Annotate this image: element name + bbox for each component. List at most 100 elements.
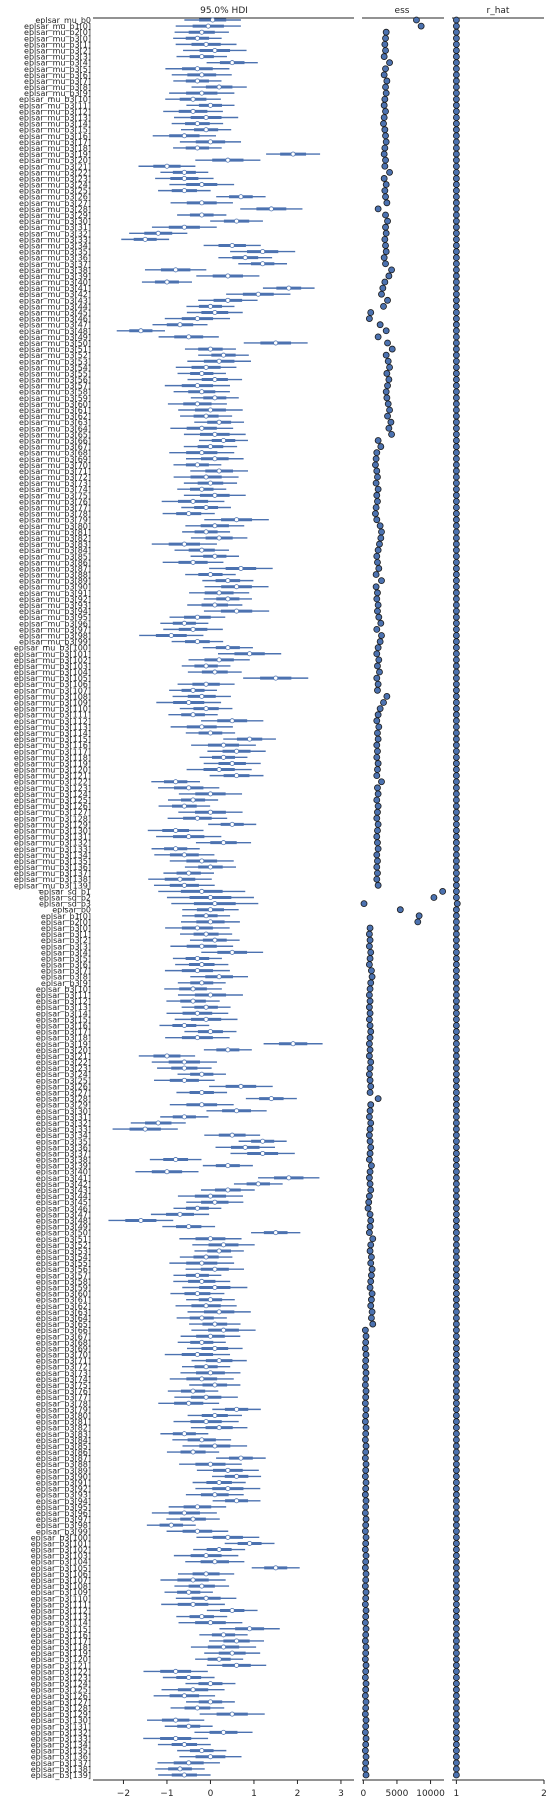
mean-point — [220, 352, 226, 358]
mean-point — [199, 90, 205, 96]
parameter-label: eplsar_b3[62] — [36, 1302, 91, 1311]
rhat-point — [452, 942, 460, 950]
rhat-point — [452, 1625, 460, 1633]
rhat-point — [452, 607, 460, 615]
ess-point — [364, 1204, 372, 1212]
ess-point — [365, 315, 373, 322]
rhat-point — [452, 1143, 460, 1151]
mean-point — [203, 913, 209, 919]
parameter-label: eplsar_mu_b3[15] — [19, 126, 91, 135]
mean-point — [194, 1010, 200, 1016]
mean-point — [194, 1705, 200, 1711]
ess-point — [376, 705, 384, 712]
mean-point — [207, 407, 213, 413]
mean-point — [212, 1412, 218, 1418]
mean-point — [229, 1711, 235, 1717]
mean-point — [181, 224, 187, 230]
rhat-point — [452, 912, 460, 920]
rhat-point — [452, 22, 460, 30]
ess-point — [374, 869, 381, 877]
ess-point — [376, 321, 384, 329]
ess-point — [362, 1680, 370, 1687]
mean-point — [181, 133, 187, 139]
ess-point — [367, 979, 375, 987]
parameter-label: eplsar_b3[38] — [36, 1156, 91, 1165]
ess-point — [384, 357, 392, 365]
ess-point — [362, 1430, 370, 1438]
rhat-point — [452, 1424, 460, 1432]
rhat-point — [452, 1125, 460, 1133]
parameter-label: eplsar_b3[41] — [36, 1174, 91, 1183]
mean-point — [181, 1772, 187, 1778]
ess-point — [367, 1119, 375, 1127]
rhat-point — [452, 1594, 460, 1602]
parameter-label: eplsar_b3[7] — [41, 967, 91, 976]
ess-point — [374, 711, 382, 719]
ess-point — [384, 339, 391, 347]
rhat-point — [452, 528, 460, 536]
rhat-point — [452, 741, 460, 749]
rhat-point — [452, 1052, 460, 1060]
parameter-label: eplsar_mu_b3[17] — [19, 138, 91, 147]
parameter-label: eplsar_b3[83] — [36, 1430, 91, 1439]
ess-point — [366, 1022, 374, 1029]
ess-point — [374, 735, 382, 743]
rhat-point — [452, 522, 460, 530]
rhat-point — [452, 132, 460, 140]
rhat-point — [452, 1204, 460, 1212]
ess-point — [368, 1253, 375, 1261]
rhat-point — [452, 443, 460, 450]
parameter-label: eplsar_mu_b3[120] — [14, 766, 91, 775]
rhat-point — [452, 1015, 460, 1023]
rhat-point — [452, 601, 460, 609]
parameter-label: eplsar_mu_b3[100] — [14, 644, 91, 653]
parameter-label: eplsar_b3[72] — [36, 1363, 91, 1372]
rhat-point — [452, 619, 460, 627]
parameter-label: eplsar_b3[58] — [36, 1277, 91, 1286]
parameter-label: eplsar_b3[77] — [36, 1393, 91, 1402]
parameter-label: eplsar_b3[132] — [31, 1728, 91, 1737]
mean-point — [207, 1754, 213, 1760]
rhat-point — [452, 589, 460, 597]
rhat-point — [452, 59, 460, 67]
rhat-point — [452, 1448, 460, 1456]
parameter-label: eplsar_b3[133] — [31, 1734, 91, 1743]
rhat-point — [452, 735, 460, 743]
parameter-label: eplsar_b1[0] — [41, 912, 91, 921]
parameter-label: eplsar_b3[51] — [36, 1235, 91, 1244]
parameter-label: eplsar_b3[92] — [36, 1485, 91, 1494]
mean-point — [220, 1729, 226, 1735]
mean-point — [194, 1504, 200, 1510]
parameter-label: eplsar_b3[9] — [41, 979, 91, 988]
mean-point — [212, 1559, 218, 1565]
mean-point — [207, 572, 213, 578]
rhat-point — [452, 577, 460, 585]
mean-point — [199, 1614, 205, 1620]
parameter-label: eplsar_mu_b3[123] — [14, 784, 91, 793]
mean-point — [210, 17, 216, 23]
mean-point — [207, 139, 213, 145]
mean-point — [194, 614, 200, 620]
mean-point — [260, 1138, 266, 1144]
rhat-point — [452, 686, 460, 694]
mean-point — [199, 200, 205, 206]
mean-point — [194, 66, 200, 72]
rhat-point — [452, 814, 460, 822]
mean-point — [181, 1510, 187, 1516]
ess-point — [366, 1210, 374, 1218]
rhat-point — [452, 1686, 460, 1694]
ess-point — [374, 546, 382, 554]
ess-point — [374, 747, 381, 755]
mean-point — [173, 827, 179, 833]
parameter-label: eplsar_mu_b3[138] — [14, 875, 91, 884]
parameter-label: eplsar_mu_b3[89] — [19, 577, 91, 586]
parameter-label: eplsar_mu_b3[114] — [14, 729, 91, 738]
ess-point — [382, 65, 389, 73]
mean-point — [203, 474, 209, 480]
mean-point — [199, 547, 205, 553]
parameter-label: eplsar_b3[86] — [36, 1448, 91, 1457]
parameter-label: eplsar_b3[135] — [31, 1747, 91, 1756]
mean-point — [207, 1333, 213, 1339]
parameter-label: eplsar_mu_b3[65] — [19, 430, 91, 439]
